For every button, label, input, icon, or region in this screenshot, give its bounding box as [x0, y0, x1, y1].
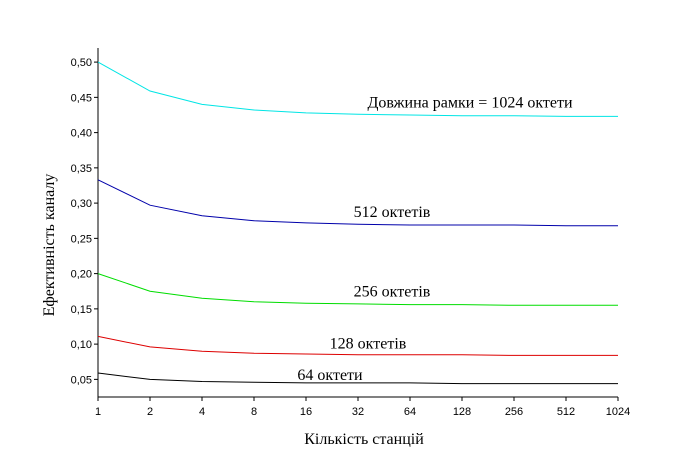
y-tick-label: 0,30	[71, 198, 92, 210]
y-tick-label: 0,50	[71, 57, 92, 69]
series-line	[97, 179, 618, 227]
series-line	[97, 61, 618, 117]
y-tick-label: 0,40	[71, 128, 92, 140]
x-tick-label: 8	[251, 406, 257, 418]
series-labels: Довжина рамки = 1024 октети 512 октетів 25…	[297, 95, 573, 384]
y-tick-label: 0,20	[71, 269, 92, 281]
x-tick-label: 1024	[606, 406, 630, 418]
x-tick-label: 128	[453, 406, 471, 418]
x-tick-label: 32	[352, 406, 364, 418]
x-axis-ticks: 1 2 4 8 16 32 64 128 256 512 1024	[95, 397, 630, 418]
y-axis-title: Ефективність каналу	[41, 174, 58, 317]
series-line	[97, 335, 618, 356]
x-axis-title: Кількість станцій	[304, 431, 424, 448]
series-lines	[97, 61, 618, 385]
series-label: 512 октетів	[354, 204, 431, 221]
series-line	[97, 372, 618, 385]
y-tick-label: 0,35	[71, 163, 92, 175]
series-label: 64 октети	[297, 367, 363, 384]
y-axis-ticks: 0,05 0,10 0,15 0,20 0,25 0,30 0,35 0,40 0,45 0,50	[71, 57, 98, 386]
series-label: Довжина рамки = 1024 октети	[367, 95, 573, 112]
x-tick-label: 512	[557, 406, 575, 418]
y-tick-label: 0,05	[71, 374, 92, 386]
x-tick-label: 1	[95, 406, 101, 418]
series-line	[97, 273, 618, 306]
y-tick-label: 0,45	[71, 92, 92, 104]
y-tick-label: 0,10	[71, 339, 92, 351]
y-tick-label: 0,15	[71, 304, 92, 316]
x-tick-label: 2	[147, 406, 153, 418]
x-tick-label: 64	[404, 406, 416, 418]
x-tick-label: 256	[505, 406, 523, 418]
x-tick-label: 4	[199, 406, 205, 418]
series-label: 256 октетів	[354, 284, 431, 301]
x-tick-label: 16	[300, 406, 312, 418]
y-tick-label: 0,25	[71, 233, 92, 245]
series-label: 128 октетів	[330, 336, 407, 353]
